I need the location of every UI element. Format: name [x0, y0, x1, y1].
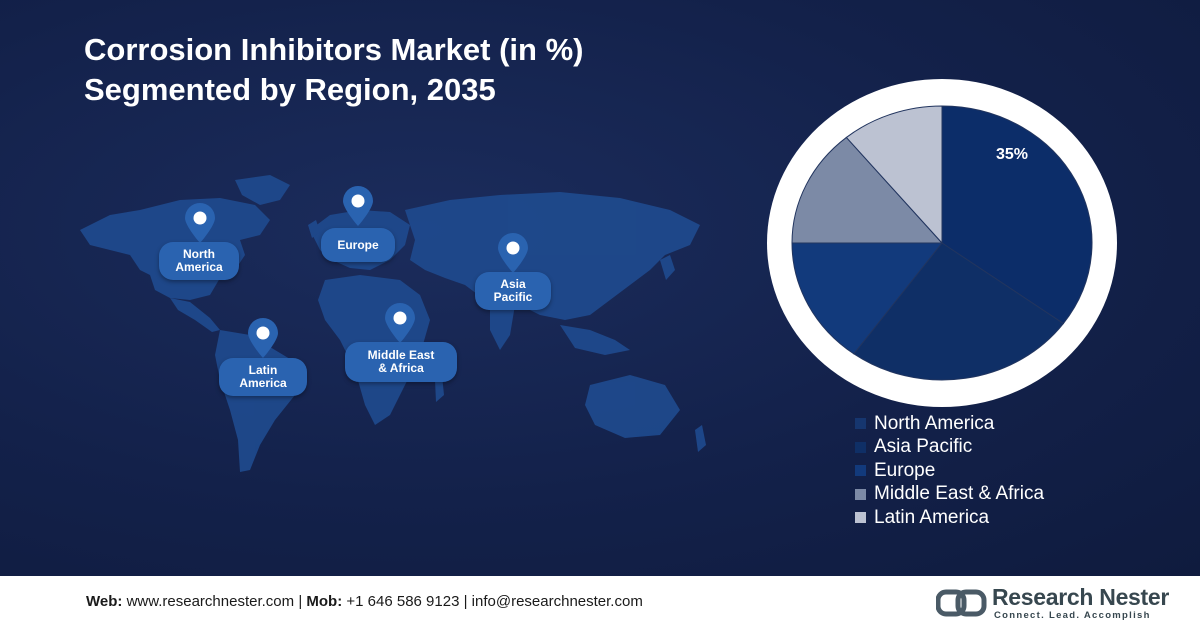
region-label-europe: Europe — [321, 228, 395, 262]
chart-legend: North America Asia Pacific Europe Middle Ea… — [855, 412, 1044, 530]
legend-label: Europe — [874, 459, 936, 481]
title-line-1: Corrosion Inhibitors Market (in %) — [84, 32, 584, 67]
pie-slice-latin-america — [845, 105, 943, 245]
legend-item: Asia Pacific — [855, 436, 1044, 460]
map-central-america — [170, 298, 220, 332]
legend-swatch — [855, 441, 866, 453]
legend-label: Latin America — [874, 506, 990, 528]
region-label-latin-america: Latin America — [219, 358, 307, 396]
map-southeast-asia — [560, 325, 630, 355]
legend-swatch — [855, 512, 866, 524]
map-uk — [308, 220, 320, 238]
legend-item: Middle East & Africa — [855, 483, 1044, 507]
research-nester-logo: Research Nester Connect. Lead. Accomplis… — [936, 584, 1169, 622]
infographic-panel: Corrosion Inhibitors Market (in %) Segme… — [0, 0, 1200, 576]
region-label-middle-east-africa: Middle East & Africa — [345, 342, 457, 382]
chart-title: Corrosion Inhibitors Market (in %) Segme… — [84, 30, 583, 110]
map-australia — [585, 375, 680, 438]
pie-chart: 35% — [791, 105, 1093, 381]
legend-swatch — [855, 488, 866, 500]
location-pin-icon — [341, 185, 375, 227]
map-japan — [660, 255, 675, 280]
pie-data-label: 35% — [996, 146, 1028, 163]
pie-slice-asia-pacific — [853, 242, 1065, 381]
logo-tagline: Connect. Lead. Accomplish — [994, 610, 1151, 621]
contact-info: Web: www.researchnester.com | Mob: +1 64… — [86, 593, 643, 610]
region-label-north-america: North America — [159, 242, 239, 280]
pie-slice-north-america — [941, 105, 1093, 325]
title-line-2: Segmented by Region, 2035 — [84, 72, 496, 107]
legend-label: Asia Pacific — [874, 436, 973, 458]
separator: | — [463, 593, 468, 610]
region-label-asia-pacific: Asia Pacific — [475, 272, 551, 310]
legend-swatch — [855, 465, 866, 477]
map-india — [490, 300, 515, 350]
legend-label: North America — [874, 412, 995, 434]
map-new-zealand — [695, 425, 706, 452]
footer: Web: www.researchnester.com | Mob: +1 64… — [0, 576, 1200, 628]
location-pin-icon — [183, 202, 217, 244]
phone-number: +1 646 586 9123 — [346, 593, 460, 610]
email-link[interactable]: info@researchnester.com — [471, 593, 643, 610]
web-link[interactable]: www.researchnester.com — [126, 593, 295, 610]
legend-item: Latin America — [855, 506, 1044, 530]
web-label: Web: — [86, 593, 123, 610]
location-pin-icon — [496, 232, 530, 274]
location-pin-icon — [383, 302, 417, 344]
legend-item: Europe — [855, 459, 1044, 483]
pie-slice-middle-east-africa — [791, 136, 944, 244]
map-greenland — [235, 175, 290, 205]
legend-label: Middle East & Africa — [874, 483, 1045, 505]
legend-swatch — [855, 418, 866, 430]
pie-slice-europe — [791, 242, 944, 355]
map-asia — [405, 192, 700, 320]
location-pin-icon — [246, 317, 280, 359]
logo-name: Research Nester — [992, 584, 1170, 610]
separator: | — [298, 593, 303, 610]
logo-mark-icon — [936, 589, 987, 617]
mob-label: Mob: — [306, 593, 343, 610]
legend-item: North America — [855, 412, 1044, 436]
